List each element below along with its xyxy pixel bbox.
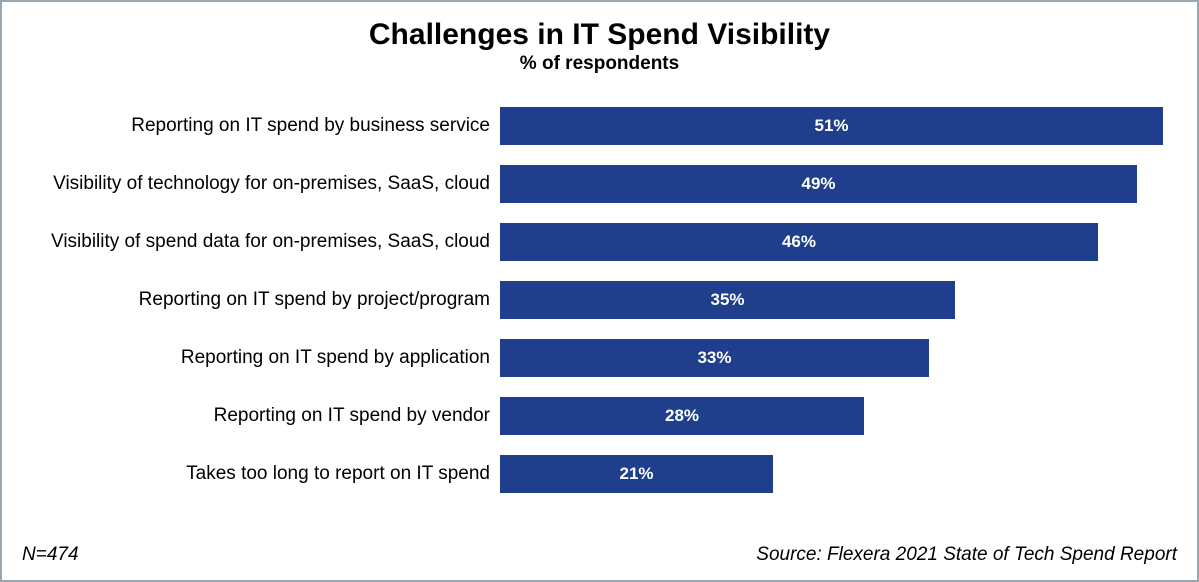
bar-value-label: 35%	[710, 290, 744, 310]
bar: 51%	[500, 107, 1163, 145]
category-label: Reporting on IT spend by application	[36, 347, 500, 369]
category-label: Reporting on IT spend by project/program	[36, 289, 500, 311]
category-label: Visibility of technology for on-premises…	[36, 173, 500, 195]
bar-row: Visibility of technology for on-premises…	[36, 155, 1163, 213]
bar-row: Reporting on IT spend by business servic…	[36, 97, 1163, 155]
chart-area: Reporting on IT spend by business servic…	[36, 97, 1163, 503]
category-label: Visibility of spend data for on-premises…	[36, 231, 500, 253]
sample-size: N=474	[22, 544, 79, 566]
category-label: Reporting on IT spend by business servic…	[36, 115, 500, 137]
bar-row: Reporting on IT spend by application 33%	[36, 329, 1163, 387]
bar-holder: 28%	[500, 397, 1163, 435]
chart-footer: N=474 Source: Flexera 2021 State of Tech…	[22, 544, 1177, 566]
bar-holder: 21%	[500, 455, 1163, 493]
chart-title: Challenges in IT Spend Visibility	[22, 18, 1177, 51]
category-label: Takes too long to report on IT spend	[36, 463, 500, 485]
bar: 49%	[500, 165, 1137, 203]
bar-holder: 49%	[500, 165, 1163, 203]
bar-row: Visibility of spend data for on-premises…	[36, 213, 1163, 271]
bar: 21%	[500, 455, 773, 493]
bar-row: Reporting on IT spend by vendor 28%	[36, 387, 1163, 445]
bar-row: Reporting on IT spend by project/program…	[36, 271, 1163, 329]
bar: 46%	[500, 223, 1098, 261]
bar-holder: 33%	[500, 339, 1163, 377]
bar-value-label: 28%	[665, 406, 699, 426]
bar-value-label: 21%	[619, 464, 653, 484]
chart-frame: Challenges in IT Spend Visibility % of r…	[0, 0, 1199, 582]
bar: 33%	[500, 339, 929, 377]
bar-holder: 46%	[500, 223, 1163, 261]
chart-subtitle: % of respondents	[22, 53, 1177, 75]
source-citation: Source: Flexera 2021 State of Tech Spend…	[756, 544, 1177, 566]
bar-value-label: 46%	[782, 232, 816, 252]
category-label: Reporting on IT spend by vendor	[36, 405, 500, 427]
bar-value-label: 33%	[697, 348, 731, 368]
bar-row: Takes too long to report on IT spend 21%	[36, 445, 1163, 503]
bar-value-label: 51%	[814, 116, 848, 136]
bar: 28%	[500, 397, 864, 435]
bar: 35%	[500, 281, 955, 319]
title-block: Challenges in IT Spend Visibility % of r…	[22, 18, 1177, 75]
bar-holder: 51%	[500, 107, 1163, 145]
bar-value-label: 49%	[801, 174, 835, 194]
bar-holder: 35%	[500, 281, 1163, 319]
